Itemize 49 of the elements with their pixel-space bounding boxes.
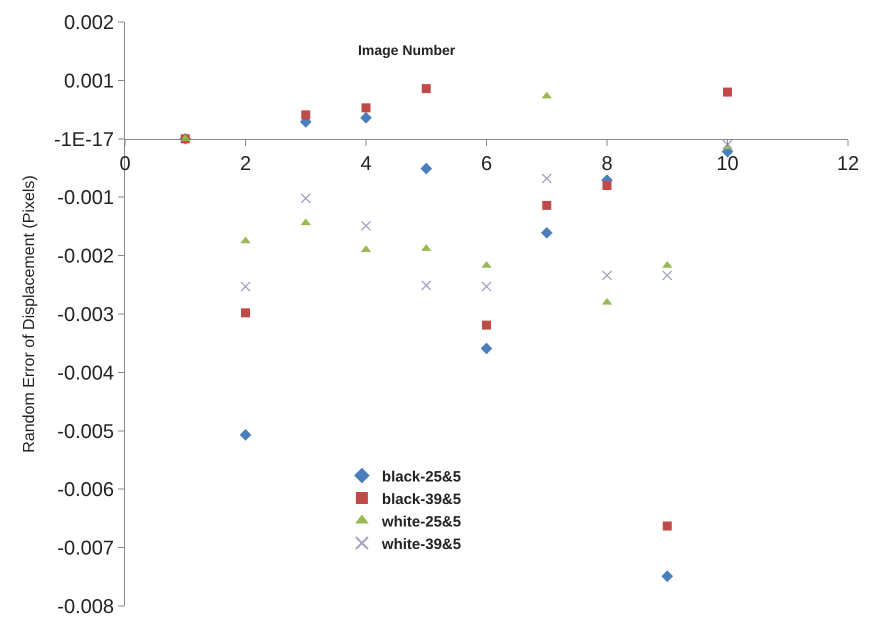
point bbox=[360, 112, 372, 124]
point bbox=[301, 110, 310, 120]
point bbox=[241, 308, 250, 318]
x-axis-title: Image Number bbox=[358, 42, 456, 58]
point bbox=[602, 181, 612, 190]
x-tick-label: 10 bbox=[716, 152, 739, 175]
point bbox=[662, 270, 672, 281]
y-tick-label: -0.002 bbox=[57, 246, 114, 268]
legend-label: white-39&5 bbox=[380, 536, 462, 553]
point bbox=[422, 84, 431, 94]
y-tick-label: -0.008 bbox=[57, 596, 114, 618]
point bbox=[540, 226, 553, 239]
point bbox=[240, 429, 252, 441]
x-tick-label: 0 bbox=[119, 152, 131, 175]
y-tick-label: -0.004 bbox=[57, 362, 114, 384]
point bbox=[300, 193, 311, 204]
point bbox=[661, 570, 674, 582]
point bbox=[362, 103, 370, 112]
y-tick-label: -0.005 bbox=[57, 420, 114, 443]
point bbox=[240, 281, 251, 292]
y-tick-label: -0.001 bbox=[57, 187, 114, 210]
point bbox=[723, 88, 732, 97]
legend-label: black-39&5 bbox=[382, 490, 462, 508]
y-axis-title: Random Error of Displacement (Pixels) bbox=[20, 175, 38, 453]
x-tick-label: 8 bbox=[601, 152, 613, 175]
point bbox=[420, 162, 432, 174]
y-tick-label: -0.006 bbox=[57, 479, 114, 502]
x-tick-label: 2 bbox=[240, 152, 252, 175]
point bbox=[602, 270, 612, 281]
point bbox=[662, 521, 672, 530]
legend-label: white-25&5 bbox=[380, 513, 462, 530]
point bbox=[482, 320, 491, 330]
point bbox=[360, 220, 372, 231]
y-tick-label: 0.002 bbox=[64, 12, 114, 34]
x-tick-label: 4 bbox=[360, 152, 372, 175]
y-tick-label: -0.007 bbox=[57, 538, 114, 560]
x-tick-label: 6 bbox=[480, 152, 492, 175]
y-tick-label: -1E-17 bbox=[54, 128, 114, 151]
point bbox=[481, 281, 492, 292]
legend-label: black-25&5 bbox=[382, 468, 462, 486]
point bbox=[421, 280, 432, 291]
y-tick-label: 0.001 bbox=[64, 70, 114, 92]
point bbox=[480, 342, 492, 354]
y-tick-label: -0.003 bbox=[57, 304, 114, 326]
point bbox=[542, 173, 552, 184]
point bbox=[722, 139, 733, 150]
point bbox=[300, 218, 311, 226]
x-tick-label: 12 bbox=[836, 152, 860, 175]
point bbox=[542, 200, 552, 210]
